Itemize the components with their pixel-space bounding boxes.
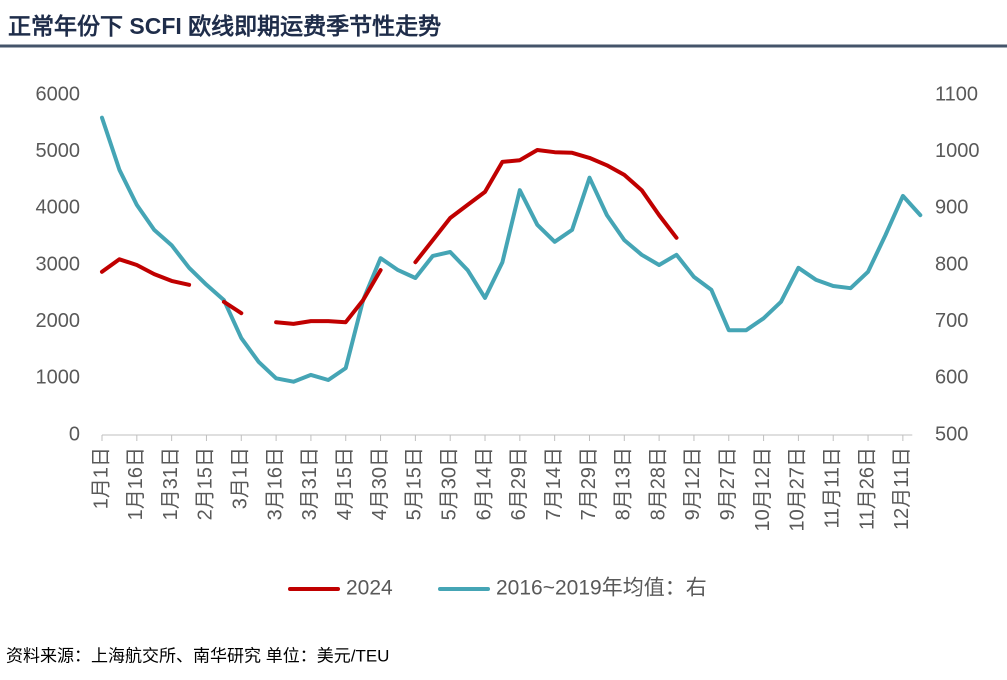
x-tick-label: 10月12日: [752, 447, 774, 532]
y-tick-label: 4000: [36, 197, 81, 219]
x-tick-label: 5月15日: [404, 447, 426, 520]
x-tick-label: 6月14日: [473, 447, 495, 520]
x-tick-label: 7月14日: [543, 447, 565, 520]
y-tick-label: 2000: [36, 310, 81, 332]
x-tick-label: 11月11日: [822, 447, 844, 529]
x-tick-label: 10月27日: [787, 447, 809, 532]
x-tick-label: 9月12日: [682, 447, 704, 520]
x-tick-label: 6月29日: [508, 447, 530, 520]
chart-title: 正常年份下 SCFI 欧线即期运费季节性走势: [8, 13, 441, 39]
series-line: [100, 148, 679, 326]
x-tick-label: 9月27日: [717, 447, 739, 520]
x-tick-label: 3月31日: [299, 447, 321, 520]
x-tick-label: 5月30日: [438, 447, 460, 520]
y2-tick-label: 1100: [935, 83, 978, 105]
x-tick-label: 1月16日: [125, 447, 147, 520]
legend-label: 2024: [346, 577, 393, 600]
y-tick-label: 6000: [36, 83, 81, 105]
y2-tick-label: 600: [935, 367, 968, 389]
x-tick-label: 4月30日: [369, 447, 391, 520]
x-tick-label: 1月1日: [90, 447, 112, 509]
y-tick-label: 1000: [36, 367, 81, 389]
y2-tick-label: 800: [935, 253, 968, 275]
x-tick-label: 1月31日: [160, 447, 182, 520]
x-tick-label: 12月11日: [891, 447, 913, 530]
y2-tick-label: 500: [935, 423, 968, 445]
y2-tick-label: 700: [935, 310, 968, 332]
y2-tick-label: 1000: [935, 140, 980, 162]
source-note: 资料来源：上海航交所、南华研究 单位：美元/TEU: [6, 646, 389, 665]
y-tick-label: 0: [69, 423, 80, 445]
y-tick-label: 5000: [36, 140, 81, 162]
legend-label: 2016~2019年均值：右: [496, 577, 707, 600]
x-tick-label: 7月29日: [578, 447, 600, 520]
x-tick-label: 11月26日: [856, 447, 878, 530]
x-tick-label: 3月1日: [230, 447, 252, 509]
x-tick-label: 8月13日: [613, 447, 635, 520]
x-tick-label: 8月28日: [647, 447, 669, 520]
x-tick-label: 3月16日: [264, 447, 286, 520]
y-tick-label: 3000: [36, 253, 81, 275]
y2-tick-label: 900: [935, 197, 968, 219]
x-tick-label: 2月15日: [195, 447, 217, 520]
series-line: [100, 115, 923, 384]
x-tick-label: 4月15日: [334, 447, 356, 520]
